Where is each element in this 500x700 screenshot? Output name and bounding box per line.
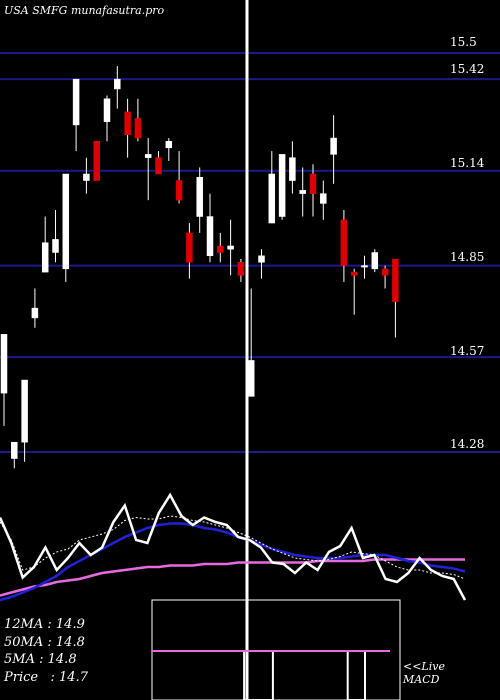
candle-up (206, 216, 214, 257)
stat-label: 5MA (4, 652, 35, 667)
y-tick-label: 15.14 (450, 156, 485, 170)
candle-up (0, 334, 8, 394)
stat-value: 14.8 (47, 652, 77, 667)
candle-up (268, 173, 276, 224)
moving-average-lines (0, 492, 467, 602)
candle-up (21, 379, 28, 443)
ma-line-white (0, 492, 467, 601)
stat-12ma: 12MA : 14.9 (4, 616, 88, 634)
candle-down (124, 111, 131, 136)
chart-title: USA SMFG munafasutra.pro (4, 4, 165, 17)
ma-line-magenta (0, 558, 465, 597)
candle-up (196, 177, 203, 217)
candle-up (31, 307, 39, 319)
candle-up (103, 98, 111, 122)
macd-panel (151, 599, 401, 700)
candle-down (381, 268, 389, 276)
macd-title: MACD (403, 673, 440, 686)
stat-5ma: 5MA : 14.8 (4, 651, 88, 669)
candle-down (155, 157, 162, 175)
ma-line-dotted (0, 515, 466, 580)
stat-label: 12MA (4, 617, 44, 632)
candle-down (350, 271, 358, 276)
stat-separator: : (43, 617, 56, 632)
stat-separator: : (38, 669, 60, 685)
candle-up (227, 245, 234, 250)
y-tick-label: 14.28 (450, 437, 485, 451)
candle-up (114, 78, 121, 90)
y-tick-label: 14.85 (450, 250, 485, 264)
candle-up (83, 173, 90, 181)
candle-down (93, 141, 100, 181)
candle-up (371, 252, 379, 270)
candle-up (52, 239, 59, 253)
candle-up (289, 157, 296, 181)
stat-value: 14.9 (55, 617, 85, 632)
candle-up (361, 265, 368, 268)
candle-up (72, 78, 80, 126)
candle-down (134, 118, 142, 139)
candle-up (11, 441, 18, 459)
candles (0, 66, 399, 469)
macd-label: <<Live MACD (403, 660, 445, 686)
macd-step-line (152, 650, 388, 700)
y-tick-label: 14.57 (450, 344, 485, 358)
stat-50ma: 50MA : 14.8 (4, 634, 88, 652)
y-tick-label: 15.42 (450, 62, 485, 76)
candle-down (217, 245, 224, 253)
candle-up (247, 360, 255, 397)
candle-down (175, 180, 183, 201)
candle-up (299, 190, 306, 194)
candle-up (144, 154, 152, 158)
candle-up (330, 137, 337, 155)
stat-price: Price : 14.7 (4, 669, 88, 687)
candle-down (186, 232, 193, 263)
candle-up (165, 141, 173, 149)
stat-value: 14.7 (59, 669, 88, 685)
stat-separator: : (34, 652, 48, 667)
live-label: <<Live (403, 660, 445, 673)
candle-down (392, 258, 399, 302)
stat-label: 50MA (4, 634, 44, 650)
candle-down (340, 219, 348, 266)
candle-down (309, 173, 317, 194)
candle-down (237, 262, 245, 276)
price-gridlines (0, 52, 500, 453)
candle-up (320, 193, 327, 204)
stat-label: Price (4, 669, 39, 685)
candle-up (62, 173, 70, 270)
stats-legend: 12MA : 14.9 50MA : 14.8 5MA : 14.8 Price… (4, 616, 88, 686)
ma-line-blue (0, 522, 466, 602)
y-tick-label: 15.5 (450, 35, 477, 49)
candle-up (41, 242, 49, 273)
candle-up (278, 154, 286, 217)
candle-up (258, 255, 265, 263)
stat-separator: : (43, 634, 56, 650)
stat-value: 14.8 (55, 634, 85, 650)
